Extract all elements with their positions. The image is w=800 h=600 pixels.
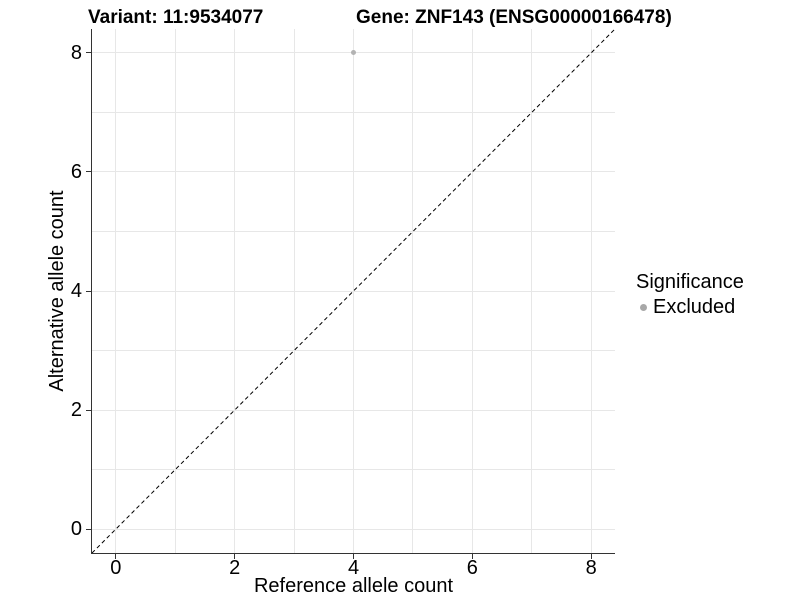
plot-title-variant: Variant: 11:9534077: [88, 7, 264, 28]
gridline-horizontal: [92, 230, 615, 232]
y-tick-label: 4: [70, 280, 82, 302]
plot-title-gene: Gene: ZNF143 (ENSG00000166478): [356, 7, 672, 28]
gridline-horizontal: [92, 350, 615, 352]
x-axis-title: Reference allele count: [253, 575, 453, 597]
x-axis-line: [91, 553, 615, 554]
gridline-horizontal: [92, 290, 615, 292]
legend-marker-circle-icon: [640, 303, 647, 311]
identity-line: [91, 28, 616, 554]
x-axis-tick: [353, 554, 354, 559]
gridline-horizontal: [92, 409, 615, 411]
y-tick-label: 6: [70, 160, 82, 183]
gridline-horizontal: [92, 171, 615, 173]
y-tick-label: 2: [70, 399, 82, 422]
x-tick-label: 8: [585, 557, 597, 579]
legend-entry-excluded: Excluded: [636, 295, 744, 319]
gridline-horizontal: [92, 469, 615, 471]
x-tick-label: 0: [110, 557, 122, 579]
y-tick-label: 8: [70, 41, 82, 64]
x-tick-label: 4: [347, 557, 360, 579]
x-tick-label: 6: [466, 557, 478, 579]
legend-entry-label: Excluded: [653, 296, 736, 318]
legend-title: Significance: [636, 271, 744, 293]
y-axis-tick: [86, 52, 91, 54]
x-axis-tick: [115, 554, 117, 559]
y-axis-tick: [86, 171, 91, 173]
y-axis-tick: [86, 528, 91, 530]
data-point: [351, 50, 356, 56]
x-axis-tick: [234, 554, 236, 559]
x-tick-label: 2: [229, 557, 241, 579]
gridline-horizontal: [92, 528, 615, 530]
y-axis-tick: [86, 409, 91, 411]
legend: Significance Excluded: [636, 270, 744, 319]
y-axis-tick: [86, 290, 91, 292]
plot-panel: [91, 28, 616, 554]
y-axis-line: [91, 29, 92, 554]
x-axis-tick: [590, 554, 592, 559]
gridline-horizontal: [92, 111, 615, 113]
x-axis-tick: [471, 554, 473, 559]
y-tick-label: 0: [70, 518, 82, 541]
